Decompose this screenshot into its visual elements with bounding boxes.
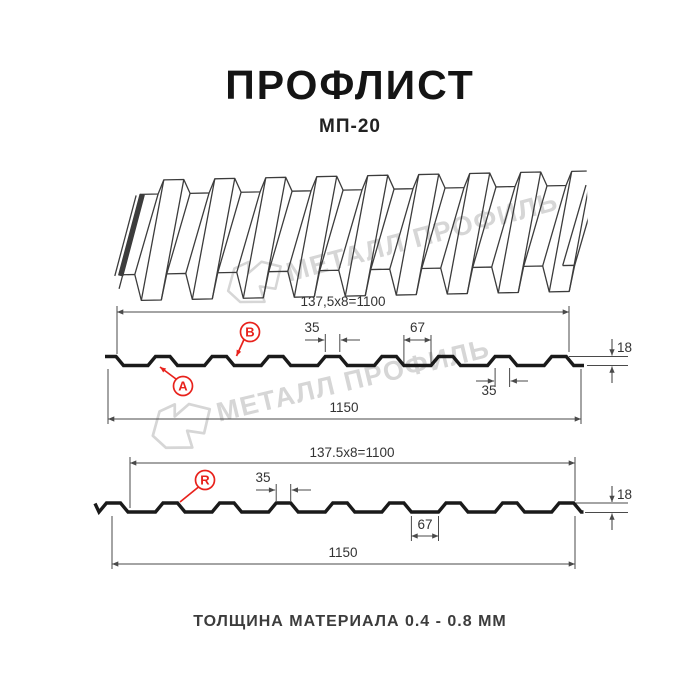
label-r: R bbox=[200, 473, 210, 488]
profile-cross-section-path bbox=[105, 354, 584, 368]
dimension-total-width-label: 1150 bbox=[329, 400, 358, 415]
watermark-logo-icon bbox=[226, 260, 282, 304]
dimension-pitch-label: 137,5x8=1100 bbox=[301, 294, 386, 309]
dimension-valley-label: 67 bbox=[410, 320, 425, 335]
label-b: B bbox=[245, 325, 254, 340]
watermark-logo-icon bbox=[151, 402, 212, 450]
page-title: ПРОФЛИСТ bbox=[225, 62, 475, 108]
dimension-total-width-label: 1150 bbox=[328, 545, 357, 560]
dimension-valley-label: 67 bbox=[417, 517, 432, 532]
dimension-crest2-label: 35 bbox=[481, 383, 496, 398]
model-subtitle: МП-20 bbox=[319, 116, 381, 137]
thickness-note: ТОЛЩИНА МАТЕРИАЛА 0.4 - 0.8 ММ bbox=[193, 613, 507, 630]
dimension-crest-label: 35 bbox=[255, 470, 270, 485]
label-a: A bbox=[178, 379, 188, 394]
profile-cross-section-path bbox=[93, 501, 584, 516]
dimension-height-label: 18 bbox=[617, 487, 632, 502]
dimension-pitch-label: 137.5x8=1100 bbox=[310, 445, 395, 460]
dimension-crest-label: 35 bbox=[304, 320, 319, 335]
sheet-3d-drawing bbox=[114, 170, 590, 302]
dimension-height-label: 18 bbox=[617, 340, 632, 355]
profile-section-1: 137,5x8=1100 35 67 18 35 1150 A B bbox=[105, 294, 632, 424]
profile-section-2: 137.5x8=1100 35 67 18 1150 R bbox=[93, 445, 632, 569]
